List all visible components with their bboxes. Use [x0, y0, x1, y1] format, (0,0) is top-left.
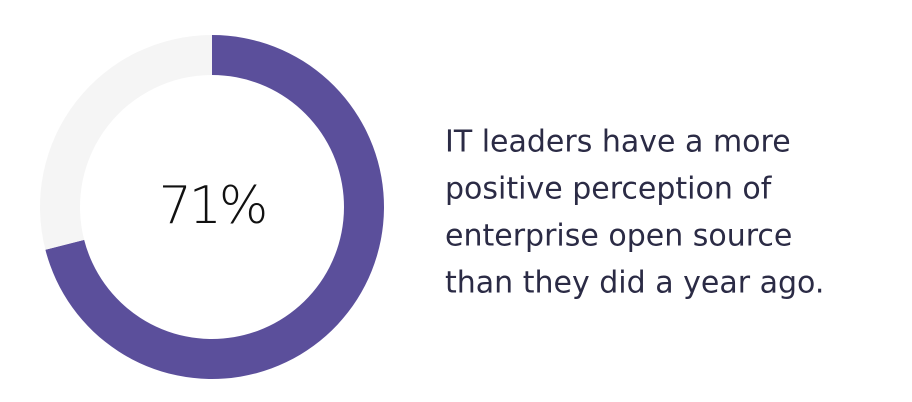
annotation-line: than they did a year ago. — [445, 266, 824, 301]
annotation-line: positive perception of — [445, 172, 773, 207]
donut-segment — [40, 35, 212, 250]
annotation-line: enterprise open source — [445, 219, 792, 254]
value-label: 71% — [159, 176, 266, 236]
annotation-line: IT leaders have a more — [445, 125, 791, 160]
